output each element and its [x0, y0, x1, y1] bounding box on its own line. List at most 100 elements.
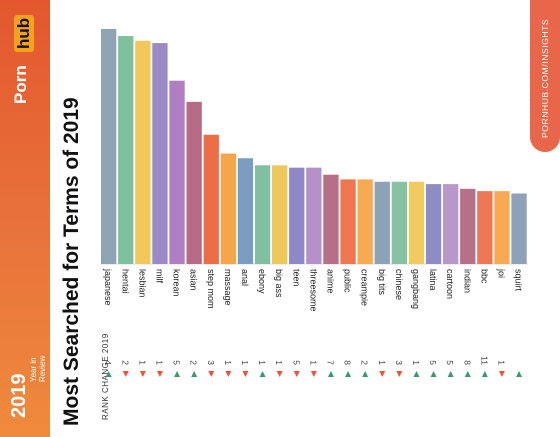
rank-change-value: 8	[462, 360, 472, 365]
rank-change-value: 4	[103, 360, 113, 365]
rank-down-icon	[156, 371, 163, 377]
rank-down-icon	[139, 371, 146, 377]
bar-ebony	[254, 165, 271, 264]
category-label: lesbian	[137, 269, 147, 298]
rank-change-value: 2	[189, 360, 199, 365]
category-label: teen	[291, 269, 301, 287]
bar-anal	[237, 158, 254, 264]
category-label: milf	[154, 269, 164, 283]
category-label: big tits	[377, 269, 387, 296]
rank-change-value: 3	[394, 360, 404, 365]
rank-change-value: 5	[428, 360, 438, 365]
rank-change-value: 1	[496, 360, 506, 365]
bar-anime	[323, 174, 339, 264]
rank-up-icon	[259, 371, 266, 377]
rank-up-icon	[105, 371, 112, 377]
bar-threesome	[306, 167, 322, 264]
rank-up-icon	[327, 371, 334, 377]
rank-down-icon	[310, 371, 317, 377]
bar-hentai	[118, 36, 134, 264]
bar-squirt	[511, 193, 527, 264]
rank-up-icon	[345, 371, 352, 377]
rank-change-value: 1	[154, 360, 164, 365]
category-label: anime	[325, 269, 335, 294]
bar-gangbang	[408, 181, 425, 264]
rank-change-value: 5	[291, 360, 301, 365]
rank-up-icon	[516, 371, 523, 377]
category-label: hentai	[120, 269, 130, 294]
bar-lesbian	[135, 40, 151, 264]
rank-down-icon	[242, 371, 249, 377]
rank-change-value: 1	[223, 360, 233, 365]
rank-up-icon	[481, 371, 488, 377]
rank-up-icon	[447, 371, 454, 377]
rank-down-icon	[276, 371, 283, 377]
bar-joi	[494, 191, 510, 264]
rank-change-value: 1	[137, 360, 147, 365]
category-label: massage	[223, 269, 233, 306]
bar-chinese	[391, 181, 407, 264]
category-label: big ass	[274, 269, 284, 298]
bar-cartoon	[443, 184, 459, 264]
rank-change-value: 1	[308, 360, 318, 365]
rank-change-value: 1	[274, 360, 284, 365]
category-label: joi	[496, 268, 506, 278]
rank-up-icon	[413, 371, 420, 377]
rank-change-value: 5	[445, 360, 455, 365]
rank-change-value: 1	[377, 360, 387, 365]
category-label: japanese	[103, 268, 113, 306]
rank-change-value: 3	[206, 360, 216, 365]
bar-step-mom	[203, 134, 219, 264]
category-label: anal	[240, 269, 250, 286]
rank-down-icon	[208, 371, 215, 377]
category-label: cartoon	[445, 269, 455, 299]
category-label: creampie	[360, 269, 370, 306]
rank-down-icon	[379, 371, 386, 377]
rank-change-value: 1	[257, 360, 267, 365]
bar-japanese	[101, 29, 117, 264]
category-label: asian	[189, 269, 199, 291]
bar-indian	[460, 188, 476, 264]
bar-korean	[169, 80, 185, 264]
rank-change-value: 1	[240, 360, 250, 365]
bar-big-ass	[272, 165, 288, 264]
category-label: step mom	[206, 269, 216, 309]
rank-down-icon	[122, 371, 129, 377]
rank-down-icon	[498, 371, 505, 377]
rank-down-icon	[396, 371, 403, 377]
brand-sidebar: Porn hub 2019 Year in Review	[0, 0, 50, 437]
rank-change-value: 1	[411, 360, 421, 365]
bar-teen	[289, 167, 305, 264]
category-label: squirt	[514, 269, 524, 292]
bar-latina	[425, 184, 442, 264]
category-label: latina	[428, 269, 438, 291]
rank-up-icon	[362, 371, 369, 377]
bar-milf	[152, 43, 168, 264]
category-label: public	[343, 269, 353, 293]
rank-change-value: 5	[172, 360, 182, 365]
rank-change-value: 8	[343, 360, 353, 365]
bar-public	[340, 179, 356, 264]
bar-bbc	[477, 191, 493, 264]
bar-big-tits	[374, 181, 390, 264]
rank-up-icon	[174, 371, 181, 377]
rank-change-value: 2	[360, 360, 370, 365]
rank-change-value: 7	[325, 360, 335, 365]
category-label: gangbang	[411, 269, 421, 309]
rank-change-value: 2	[120, 360, 130, 365]
rank-up-icon	[464, 371, 471, 377]
category-label: korean	[172, 269, 182, 297]
rank-change-value: 11	[479, 356, 489, 365]
rank-down-icon	[225, 371, 232, 377]
category-label: indian	[462, 269, 472, 293]
category-label: bbc	[479, 269, 489, 284]
category-label: chinese	[394, 269, 404, 300]
insights-banner: PORNHUB.COM/INSIGHTS	[530, 0, 560, 437]
rank-down-icon	[293, 371, 300, 377]
insights-tab	[530, 0, 560, 152]
category-label: ebony	[257, 269, 267, 294]
rank-up-icon	[430, 371, 437, 377]
bar-asian	[186, 101, 202, 264]
category-label: threesome	[308, 269, 318, 312]
